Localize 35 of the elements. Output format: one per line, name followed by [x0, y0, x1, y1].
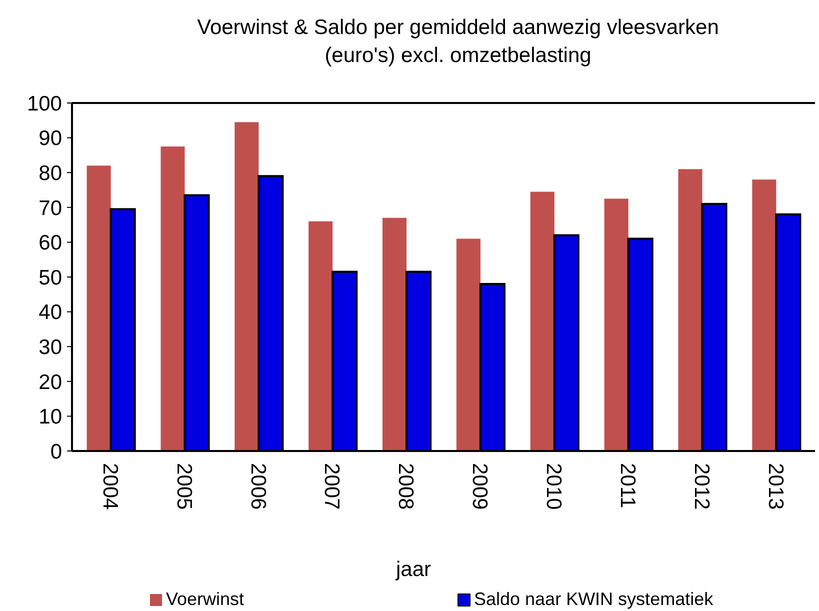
x-tick-label: 2005 [172, 463, 196, 510]
bar [382, 218, 407, 451]
y-tick-label: 10 [38, 406, 62, 429]
y-tick-label: 70 [38, 196, 62, 220]
legend-label: Voerwinst [166, 589, 244, 609]
bar [678, 169, 702, 451]
bar [86, 166, 111, 451]
x-tick-label: 2007 [320, 463, 344, 510]
x-tick-label: 2011 [616, 463, 639, 508]
x-tick-label: 2010 [542, 463, 566, 510]
y-tick-label: 50 [38, 266, 62, 290]
bar [234, 122, 259, 451]
bar [308, 221, 333, 451]
y-tick-label: 20 [38, 370, 62, 394]
legend-label: Saldo naar KWIN systematiek [474, 589, 714, 609]
y-tick-label: 80 [38, 162, 62, 185]
x-axis-title: jaar [394, 558, 432, 581]
x-tick-label: 2008 [394, 463, 418, 510]
x-tick-label: 2012 [690, 463, 713, 510]
y-tick-label: 40 [38, 301, 62, 324]
bar [160, 146, 185, 451]
bar [604, 198, 628, 451]
bar [530, 192, 554, 451]
x-tick-label: 2009 [468, 463, 492, 510]
y-tick-label: 30 [38, 336, 62, 359]
x-tick-label: 2006 [246, 463, 270, 510]
y-tick-label: 90 [38, 127, 62, 150]
bar [456, 238, 480, 451]
chart-title: Voerwinst & Saldo per gemiddeld aanwezig vleesvarken (euro's) excl. omzetbelasting [197, 16, 719, 67]
y-tick-label: 100 [26, 92, 62, 116]
x-tick-label: 2013 [764, 463, 787, 510]
bar [752, 180, 776, 451]
y-tick-label: 60 [38, 232, 62, 255]
x-tick-label: 2004 [98, 463, 122, 510]
y-tick-label: 0 [50, 440, 62, 464]
